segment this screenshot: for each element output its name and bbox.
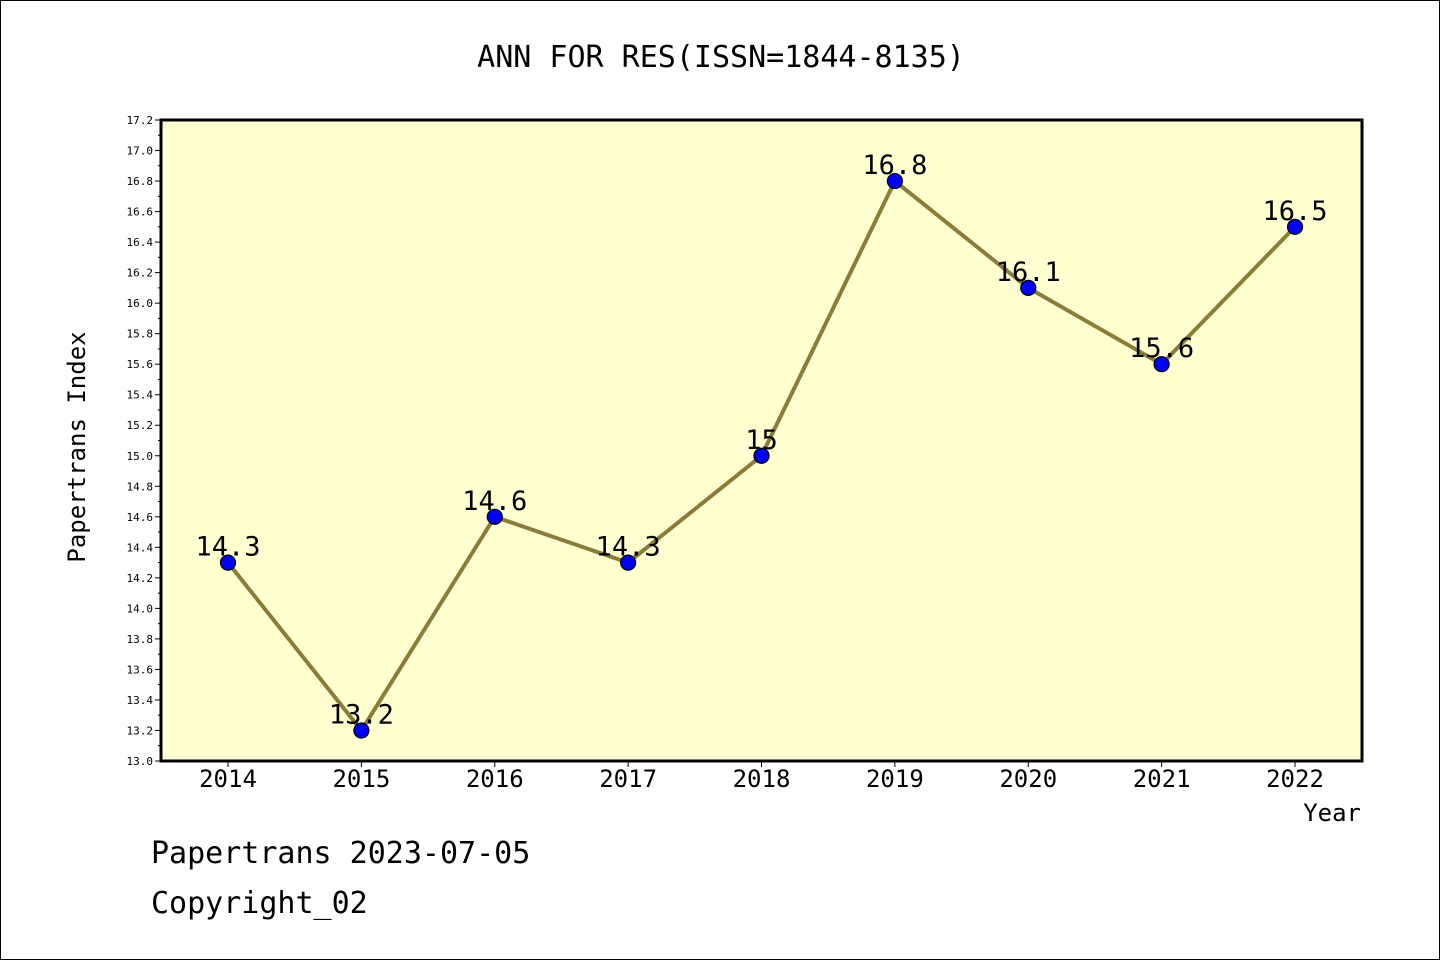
x-tick-label: 2019 [866, 765, 924, 793]
y-axis-title: Papertrans Index [63, 331, 91, 562]
x-tick-label: 2018 [733, 765, 791, 793]
x-axis-title: Year [1303, 799, 1361, 827]
x-tick-label: 2021 [1133, 765, 1191, 793]
y-tick-label: 14.4 [127, 541, 154, 554]
y-tick-label: 15.6 [127, 358, 154, 371]
data-point [1286, 218, 1304, 235]
y-tick-label: 14.2 [127, 572, 154, 585]
y-tick-label: 16.0 [127, 297, 154, 310]
y-tick-label: 17.0 [127, 145, 154, 158]
plot-area [159, 118, 1364, 763]
y-tick-label: 13.6 [127, 663, 154, 676]
data-point [1153, 356, 1170, 373]
x-tick-label: 2014 [199, 765, 257, 793]
y-tick-label: 17.2 [127, 114, 154, 127]
y-tick-label: 13.2 [127, 724, 154, 737]
x-tick-label: 2017 [599, 765, 657, 793]
data-point [886, 172, 903, 190]
y-tick-label: 15.0 [127, 450, 154, 463]
footer-source: Papertrans 2023-07-05 [151, 836, 531, 871]
y-tick-label: 15.8 [127, 328, 154, 341]
data-point [620, 554, 637, 571]
y-tick-label: 16.2 [127, 267, 154, 280]
y-tick-label: 16.6 [127, 206, 154, 219]
y-tick-label: 14.8 [127, 480, 154, 493]
data-point [1020, 279, 1037, 296]
data-markers [219, 172, 1304, 739]
y-tick-label: 13.8 [127, 633, 154, 646]
x-axis: 2014 2015 2016 2017 2018 2019 2020 2021 2022 [199, 761, 1324, 793]
chart-title: ANN FOR RES(ISSN=1844-8135) [477, 40, 965, 75]
data-point [353, 722, 370, 739]
y-tick-label: 14.6 [127, 511, 154, 524]
data-point [219, 554, 237, 571]
y-tick-label: 13.0 [127, 755, 154, 768]
y-axis: 13.0 13.2 13.4 13.6 13.8 14.0 14.2 14.4 14.6 14.8… [127, 114, 161, 768]
y-tick-label: 14.0 [127, 602, 154, 615]
y-tick-label: 13.4 [127, 694, 154, 707]
footer-copyright: Copyright_02 [151, 886, 368, 921]
data-point [486, 508, 503, 525]
x-tick-label: 2015 [332, 765, 390, 793]
y-tick-label: 16.8 [127, 175, 154, 188]
y-tick-label: 15.4 [127, 389, 154, 402]
y-tick-label: 15.2 [127, 419, 154, 432]
x-tick-label: 2020 [999, 765, 1057, 793]
y-tick-label: 16.4 [127, 236, 154, 249]
x-tick-label: 2016 [466, 765, 524, 793]
data-point [753, 447, 770, 464]
x-tick-label: 2022 [1266, 765, 1324, 793]
